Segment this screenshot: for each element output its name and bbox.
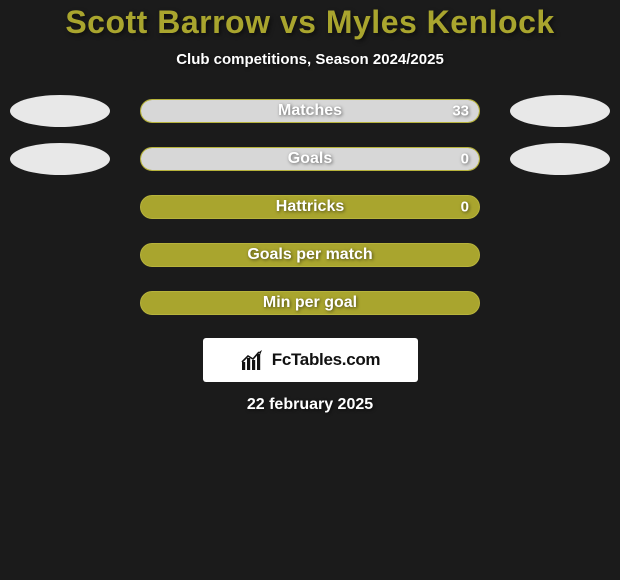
left-marker-ellipse: [10, 95, 110, 127]
page-title: Scott Barrow vs Myles Kenlock: [65, 4, 554, 41]
stat-bar-track: Goals 0: [140, 147, 480, 171]
stat-bar-track: Matches 33: [140, 99, 480, 123]
stat-value-right: 0: [461, 199, 469, 216]
stat-row: Matches 33: [0, 98, 620, 124]
stat-bar-track: Min per goal: [140, 291, 480, 315]
stat-label: Min per goal: [263, 294, 357, 312]
left-marker-ellipse: [10, 143, 110, 175]
stat-row: Goals 0: [0, 146, 620, 172]
stat-row: Goals per match: [0, 242, 620, 268]
stat-row: Min per goal: [0, 290, 620, 316]
comparison-infographic: Scott Barrow vs Myles Kenlock Club compe…: [0, 0, 620, 580]
stat-label: Hattricks: [276, 198, 344, 216]
stats-container: Matches 33 Goals 0 Hattricks 0 Goals per match…: [0, 98, 620, 316]
stat-bar-track: Hattricks 0: [140, 195, 480, 219]
stat-bar-track: Goals per match: [140, 243, 480, 267]
stat-label: Goals per match: [247, 246, 372, 264]
right-marker-ellipse: [510, 143, 610, 175]
right-marker-ellipse: [510, 95, 610, 127]
stat-label: Goals: [288, 150, 332, 168]
player-right-name: Myles Kenlock: [326, 4, 555, 40]
date-text: 22 february 2025: [247, 396, 373, 414]
logo-badge: FcTables.com: [203, 338, 418, 382]
stat-value-right: 33: [452, 103, 469, 120]
stat-value-right: 0: [461, 151, 469, 168]
stat-row: Hattricks 0: [0, 194, 620, 220]
subtitle: Club competitions, Season 2024/2025: [176, 51, 444, 68]
logo-text: FcTables.com: [272, 350, 381, 370]
vs-separator: vs: [280, 4, 317, 40]
player-left-name: Scott Barrow: [65, 4, 270, 40]
bar-chart-icon: [240, 350, 266, 370]
stat-label: Matches: [278, 102, 342, 120]
